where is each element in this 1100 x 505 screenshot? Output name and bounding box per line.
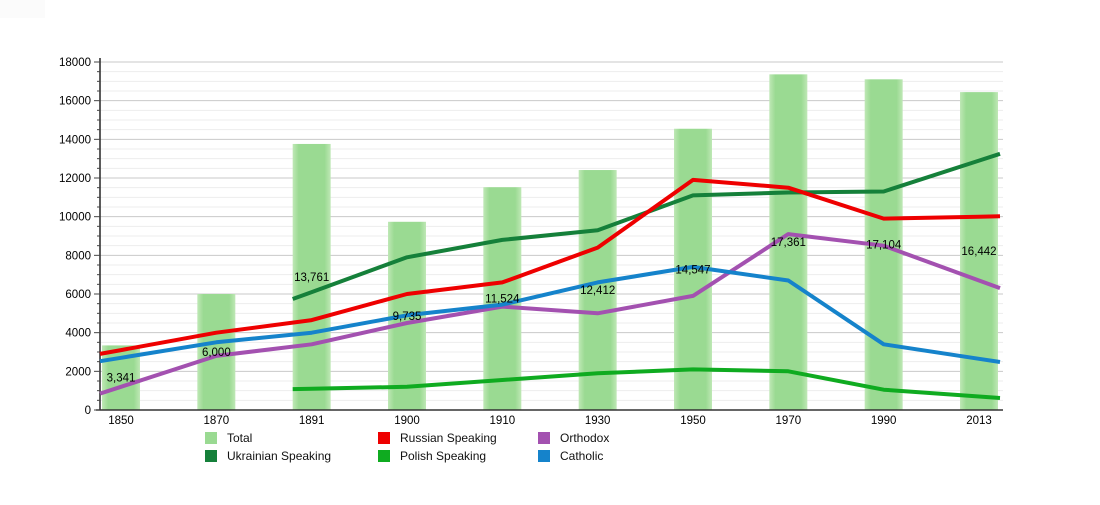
y-axis-label: 8000 xyxy=(65,250,91,262)
legend-item-ukrainian-speaking: Ukrainian Speaking xyxy=(205,447,378,465)
bar-data-label: 17,104 xyxy=(866,240,902,252)
y-axis-label: 4000 xyxy=(65,328,91,340)
bar-data-label: 11,524 xyxy=(485,294,520,306)
legend-label-polish-speaking: Polish Speaking xyxy=(400,449,487,463)
bar-data-label: 9,735 xyxy=(393,311,422,323)
x-axis-label: 1900 xyxy=(394,415,420,427)
series-line-catholic xyxy=(99,264,1001,364)
y-axis-label: 0 xyxy=(85,405,91,417)
bar-total xyxy=(578,170,617,410)
x-axis-label: 1870 xyxy=(204,415,230,427)
legend-swatch-total xyxy=(205,432,217,444)
legend-swatch-orthodox xyxy=(538,432,550,444)
bar-data-label: 3,341 xyxy=(107,373,136,385)
legend-label-russian-speaking: Russian Speaking xyxy=(400,431,497,445)
bar-total xyxy=(483,187,522,410)
y-axis-label: 16000 xyxy=(59,96,91,108)
legend-label-catholic: Catholic xyxy=(560,449,604,463)
x-axis-label: 1990 xyxy=(871,415,897,427)
bar-total xyxy=(197,294,236,410)
chart-legend: Total Ukrainian Speaking Russian Speakin… xyxy=(205,429,609,465)
legend-item-orthodox: Orthodox xyxy=(538,429,609,447)
series-line-russian-speaking xyxy=(99,177,1001,356)
bar-data-label: 12,412 xyxy=(580,285,615,297)
bar-data-label: 6,000 xyxy=(202,347,231,359)
series-line-polish-speaking xyxy=(292,367,1001,400)
legend-item-polish-speaking: Polish Speaking xyxy=(378,447,538,465)
series-line-orthodox xyxy=(99,232,1001,396)
x-axis-label: 1930 xyxy=(585,415,611,427)
bar-data-label: 17,361 xyxy=(771,237,806,249)
x-axis-label: 1910 xyxy=(490,415,516,427)
y-axis-label: 6000 xyxy=(65,289,91,301)
x-axis-label: 1891 xyxy=(299,415,325,427)
y-axis-label: 10000 xyxy=(59,212,91,224)
watermark-square xyxy=(0,0,45,18)
bar-data-label: 14,547 xyxy=(675,264,710,276)
legend-label-total: Total xyxy=(227,431,253,445)
legend-label-orthodox: Orthodox xyxy=(560,431,610,445)
bar-data-label: 13,761 xyxy=(294,272,329,284)
legend-item-total: Total xyxy=(205,429,378,447)
y-axis-label: 12000 xyxy=(59,173,91,185)
legend-swatch-russian-speaking xyxy=(378,432,390,444)
x-axis-label: 2013 xyxy=(966,415,992,427)
y-axis-label: 14000 xyxy=(59,134,91,146)
x-axis-label: 1850 xyxy=(108,415,134,427)
x-axis-label: 1950 xyxy=(680,415,706,427)
legend-item-russian-speaking: Russian Speaking xyxy=(378,429,538,447)
legend-swatch-polish-speaking xyxy=(378,450,390,462)
legend-swatch-catholic xyxy=(538,450,550,462)
bar-data-label: 16,442 xyxy=(961,246,996,258)
bar-total xyxy=(292,143,331,411)
legend-item-catholic: Catholic xyxy=(538,447,609,465)
legend-swatch-ukrainian-speaking xyxy=(205,450,217,462)
x-axis-label: 1970 xyxy=(776,415,802,427)
y-axis-label: 2000 xyxy=(65,366,91,378)
legend-label-ukrainian-speaking: Ukrainian Speaking xyxy=(227,449,332,463)
y-axis-label: 18000 xyxy=(59,57,91,69)
